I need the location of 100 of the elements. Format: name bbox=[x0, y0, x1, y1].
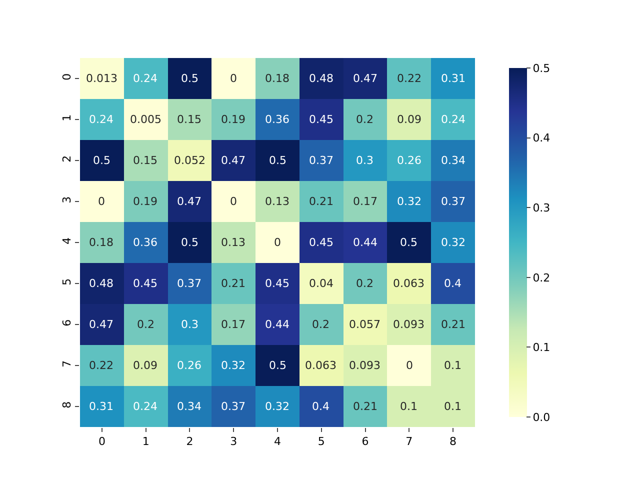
data-label: 0.5 bbox=[269, 154, 286, 167]
data-label: 0.15 bbox=[177, 113, 202, 126]
data-label: 0.34 bbox=[177, 400, 202, 413]
data-label: 0.04 bbox=[309, 277, 334, 290]
data-label: 0.26 bbox=[397, 154, 422, 167]
data-label: 0.47 bbox=[177, 195, 202, 208]
data-label: 0.21 bbox=[309, 195, 334, 208]
data-label: 0.2 bbox=[356, 113, 374, 126]
data-label: 0.19 bbox=[133, 195, 158, 208]
data-label: 0.21 bbox=[353, 400, 378, 413]
data-label: 0.1 bbox=[444, 400, 462, 413]
data-label: 0.32 bbox=[265, 400, 290, 413]
y-tick-label: 1 bbox=[60, 114, 74, 122]
data-label: 0.22 bbox=[89, 359, 114, 372]
data-label: 0.093 bbox=[393, 318, 424, 331]
color-bar-label: 0.3 bbox=[532, 201, 550, 214]
data-label: 0.09 bbox=[133, 359, 158, 372]
data-label: 0.21 bbox=[221, 277, 246, 290]
data-label: 0.36 bbox=[133, 236, 158, 249]
data-label: 0.4 bbox=[444, 277, 462, 290]
data-label: 0.47 bbox=[221, 154, 246, 167]
data-label: 0.1 bbox=[400, 400, 418, 413]
x-tick-label: 0 bbox=[98, 435, 106, 448]
data-label: 0.013 bbox=[86, 72, 118, 85]
data-label: 0.18 bbox=[89, 236, 114, 249]
data-label: 0.24 bbox=[133, 72, 158, 85]
data-label: 0.17 bbox=[353, 195, 378, 208]
data-label: 0.26 bbox=[177, 359, 202, 372]
data-label: 0.17 bbox=[221, 318, 246, 331]
data-label: 0.32 bbox=[441, 236, 466, 249]
data-label: 0.2 bbox=[356, 277, 374, 290]
y-tick-label: 7 bbox=[60, 360, 74, 368]
data-label: 0.18 bbox=[265, 72, 290, 85]
x-tick-label: 2 bbox=[186, 435, 194, 448]
data-label: 0.44 bbox=[265, 318, 290, 331]
data-label: 0 bbox=[230, 72, 237, 85]
data-label: 0.2 bbox=[137, 318, 154, 331]
data-label: 0.13 bbox=[265, 195, 290, 208]
data-label: 0.22 bbox=[397, 72, 422, 85]
x-tick-label: 3 bbox=[230, 435, 238, 448]
data-label: 0.3 bbox=[181, 318, 198, 331]
data-label: 0.37 bbox=[309, 154, 334, 167]
data-label: 0.31 bbox=[441, 72, 466, 85]
data-label: 0.47 bbox=[353, 72, 378, 85]
data-label: 0.5 bbox=[400, 236, 418, 249]
data-label: 0.34 bbox=[441, 154, 466, 167]
data-label: 0.21 bbox=[441, 318, 466, 331]
y-tick-label: 2 bbox=[60, 155, 74, 162]
x-tick-label: 1 bbox=[142, 435, 150, 448]
data-label: 0.45 bbox=[309, 113, 334, 126]
data-label: 0.5 bbox=[181, 72, 198, 85]
data-label: 0.15 bbox=[133, 154, 158, 167]
data-label: 0.24 bbox=[133, 400, 158, 413]
color-bar-label: 0.2 bbox=[532, 271, 550, 284]
x-tick-label: 6 bbox=[362, 435, 369, 448]
data-label: 0.063 bbox=[393, 277, 424, 290]
data-label: 0.093 bbox=[349, 359, 380, 372]
x-tick-label: 7 bbox=[406, 435, 413, 448]
data-label: 0.5 bbox=[269, 359, 286, 372]
color-bar-label: 0.4 bbox=[532, 132, 550, 145]
data-label: 0.19 bbox=[221, 113, 246, 126]
data-label: 0.09 bbox=[397, 113, 422, 126]
data-label: 0.4 bbox=[312, 400, 330, 413]
data-label: 0.45 bbox=[133, 277, 158, 290]
color-bar-label: 0.0 bbox=[532, 410, 550, 424]
data-label: 0.48 bbox=[89, 277, 114, 290]
color-bar-label: 0.5 bbox=[532, 62, 550, 75]
data-label: 0.1 bbox=[444, 359, 462, 372]
x-tick-label: 5 bbox=[318, 435, 325, 448]
data-label: 0.44 bbox=[353, 236, 378, 249]
data-label: 0.32 bbox=[397, 195, 422, 208]
data-label: 0.24 bbox=[441, 113, 466, 126]
data-label: 0.32 bbox=[221, 359, 246, 372]
data-label: 0.37 bbox=[221, 400, 246, 413]
y-tick-label: 5 bbox=[60, 278, 74, 286]
data-label: 0 bbox=[406, 359, 413, 372]
data-label: 0.45 bbox=[265, 277, 290, 290]
data-label: 0.5 bbox=[181, 236, 198, 249]
data-label: 0.057 bbox=[349, 318, 380, 331]
data-label: 0.45 bbox=[309, 236, 334, 249]
y-tick-label: 3 bbox=[60, 196, 74, 204]
x-tick-label: 8 bbox=[450, 435, 457, 448]
data-label: 0.3 bbox=[356, 154, 374, 167]
data-label: 0.37 bbox=[177, 277, 202, 290]
data-label: 0.47 bbox=[89, 318, 114, 331]
y-tick-label: 4 bbox=[60, 237, 74, 244]
data-label: 0.2 bbox=[312, 318, 330, 331]
data-label: 0.24 bbox=[89, 113, 114, 126]
y-tick-label: 8 bbox=[60, 401, 74, 408]
x-tick-label: 4 bbox=[274, 435, 281, 448]
data-label: 0.063 bbox=[305, 359, 336, 372]
data-label: 0.052 bbox=[174, 154, 206, 167]
data-label: 0 bbox=[274, 236, 281, 249]
data-label: 0.13 bbox=[221, 236, 246, 249]
y-tick-label: 0 bbox=[60, 73, 74, 80]
y-tick-label: 6 bbox=[60, 319, 74, 326]
data-label: 0.005 bbox=[130, 113, 162, 126]
data-label: 0 bbox=[230, 195, 237, 208]
data-label: 0.31 bbox=[89, 400, 114, 413]
data-label: 0.36 bbox=[265, 113, 290, 126]
